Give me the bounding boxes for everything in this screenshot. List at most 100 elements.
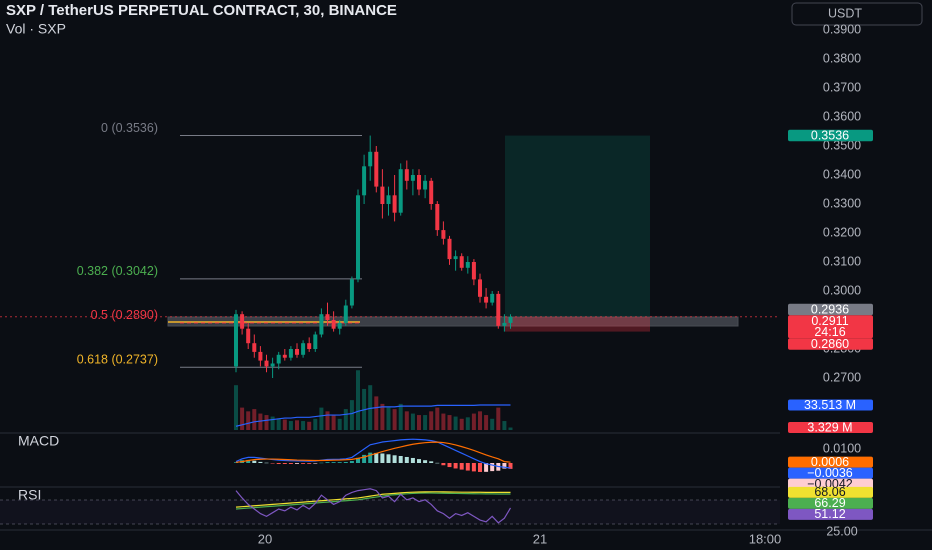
volume-bar [288, 421, 293, 430]
candle-body [441, 230, 446, 239]
volume-bar [484, 415, 489, 430]
macd-histogram-bar [325, 462, 330, 463]
y-tick-label: 0.3700 [823, 80, 861, 94]
price-badge [788, 315, 873, 339]
candle-body [423, 180, 428, 190]
macd-histogram-bar [429, 461, 434, 463]
candle-body [453, 256, 458, 260]
y-tick-label: 0.3500 [823, 138, 861, 152]
macd-histogram-bar [441, 463, 446, 466]
macd-label: MACD [18, 433, 59, 449]
candle-body [386, 195, 391, 204]
fib-label: 0 (0.3536) [101, 121, 158, 135]
price-badge [788, 497, 873, 509]
rsi-band-fill [0, 500, 780, 524]
fib-label: 0.382 (0.3042) [77, 264, 158, 278]
y-tick-label: 0.3800 [823, 51, 861, 65]
candle-body [362, 166, 367, 196]
candle-body [484, 296, 489, 303]
volume-bar [325, 411, 330, 430]
y-tick-label: 0.3200 [823, 225, 861, 239]
macd-histogram-bar [234, 462, 238, 463]
price-badge [788, 508, 873, 520]
volume-bar [252, 409, 257, 430]
volume-bar [392, 409, 397, 430]
macd-histogram-bar [362, 454, 367, 463]
volume-bar [471, 413, 476, 430]
price-badge-label: 0.2860 [811, 337, 849, 351]
volume-bar [453, 416, 458, 430]
candle-body [502, 322, 507, 326]
y-tick-label: 0.2700 [823, 370, 861, 384]
price-badge-label: 0.2911 [811, 314, 848, 328]
volume-bar [331, 415, 336, 430]
price-badge-label: 33.513 M [804, 398, 856, 412]
volume-bar [502, 421, 507, 430]
currency-button[interactable] [791, 2, 923, 26]
macd-histogram-bar [270, 463, 275, 464]
candle-body [307, 343, 312, 349]
price-badge [788, 486, 873, 498]
volume-bar [374, 396, 379, 430]
signal-line [235, 441, 511, 463]
volume-bar [404, 411, 409, 430]
y-tick-label: 0.3600 [823, 109, 861, 123]
macd-histogram-bar [276, 463, 281, 464]
macd-histogram-bar [252, 460, 257, 463]
candle-body [288, 349, 293, 358]
volume-label: Vol · SXP [6, 21, 66, 37]
volume-bar [441, 413, 446, 430]
macd-histogram-bar [349, 461, 354, 463]
volume-bar [337, 418, 342, 430]
price-badge-label: 3.329 M [807, 420, 852, 434]
volume-bar [398, 403, 403, 430]
macd-histogram-bar [417, 459, 421, 463]
rsi-band-line [235, 492, 511, 510]
volume-bar [410, 413, 415, 430]
volume-bar [319, 407, 324, 430]
macd-histogram-bar [337, 462, 342, 463]
volume-ma-line [235, 404, 511, 427]
candle-body [349, 279, 354, 306]
candle-body [398, 169, 403, 213]
macd-histogram-bar [392, 455, 397, 463]
volume-bar [380, 403, 385, 430]
candle-body [496, 293, 501, 326]
macd-line [235, 438, 511, 469]
x-tick-label: 18:00 [749, 531, 782, 546]
macd-histogram-bar [368, 452, 373, 463]
macd-histogram-bar [435, 462, 440, 464]
price-badge [788, 338, 873, 350]
macd-histogram-bar [459, 463, 464, 470]
y-tick-label: 0.3400 [823, 167, 861, 181]
candle-body [490, 293, 495, 303]
candle-body [234, 314, 238, 367]
volume-bar [246, 411, 251, 430]
volume-bar [386, 407, 391, 430]
price-badge-label: 0.3536 [811, 128, 849, 142]
price-badge-label: 0.0006 [811, 455, 849, 469]
currency-button-label[interactable]: USDT [828, 6, 862, 20]
price-badge [788, 129, 873, 142]
price-badge [788, 456, 873, 468]
candle-body [264, 360, 269, 367]
macd-histogram-bar [307, 463, 312, 464]
volume-bar [264, 415, 269, 430]
volume-bar [276, 418, 281, 430]
candle-body [343, 305, 348, 323]
volume-bar [240, 407, 245, 430]
macd-histogram-bar [319, 462, 324, 464]
macd-histogram-bar [295, 463, 299, 464]
macd-histogram-bar [301, 463, 306, 464]
macd-histogram-bar [423, 460, 428, 463]
volume-bar [423, 415, 428, 430]
y-tick-label: 0.3300 [823, 196, 861, 210]
macd-histogram-bar [398, 456, 403, 463]
price-badge-label: 51.12 [814, 507, 845, 521]
candle-body [417, 175, 421, 190]
x-tick-label: 21 [533, 531, 547, 546]
candle-body [465, 262, 470, 268]
candle-body [447, 238, 452, 260]
volume-bar [343, 409, 348, 430]
